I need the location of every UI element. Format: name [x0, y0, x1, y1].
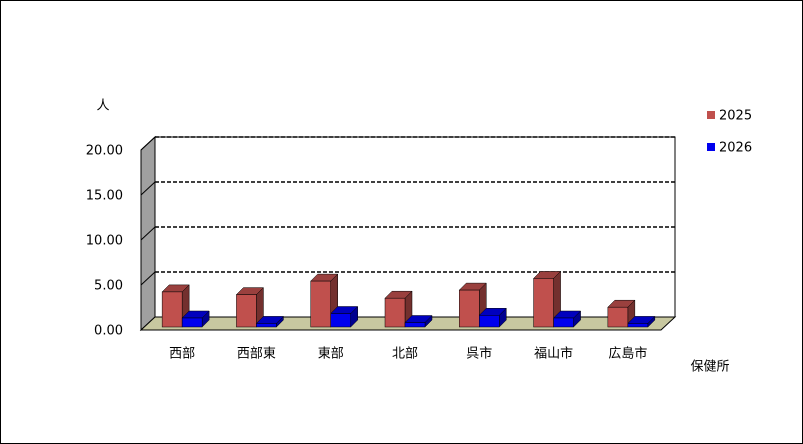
bar-front: [310, 280, 331, 328]
bar-front: [384, 297, 406, 328]
bar-front: [627, 323, 649, 328]
bar: [330, 305, 359, 328]
y-tick-label: 15.00: [86, 189, 123, 204]
bar-front: [256, 323, 277, 328]
bar-front: [459, 289, 480, 328]
bar-front: [404, 322, 426, 328]
x-tick-label: 福山市: [534, 346, 573, 362]
bar-front: [479, 315, 500, 328]
bar-front: [553, 317, 574, 328]
bar-front: [330, 313, 351, 328]
x-tick-label: 東部: [318, 346, 344, 362]
bar: [478, 307, 507, 328]
x-tick-label: 広島市: [608, 346, 647, 362]
bar-front: [181, 317, 203, 328]
bar: [404, 314, 433, 328]
grid-line-wall: [140, 181, 156, 196]
x-tick-label: 呉市: [466, 346, 492, 362]
bar: [181, 310, 210, 328]
legend-swatch: [707, 143, 715, 151]
grid-line-wall: [140, 226, 156, 241]
x-tick-label: 北部: [392, 347, 418, 362]
bar-front: [161, 291, 183, 328]
bar-front: [533, 278, 554, 328]
x-tick-label: 西部: [169, 347, 195, 362]
legend-label: 2026: [719, 141, 752, 156]
bar: [552, 310, 582, 328]
y-tick-label: 5.00: [94, 279, 123, 294]
grid-line-wall: [140, 271, 156, 286]
legend-label: 2025: [719, 109, 752, 124]
y-axis-label: 人: [96, 99, 109, 114]
bar-front: [607, 306, 629, 328]
legend-swatch: [707, 111, 715, 119]
bar: [627, 315, 656, 328]
y-tick-label: 20.00: [86, 144, 123, 159]
y-tick-label: 10.00: [86, 234, 123, 249]
x-axis-label: 保健所: [690, 360, 729, 375]
x-tick-label: 西部東: [237, 346, 276, 362]
grid-line-wall: [140, 136, 156, 151]
bar: [255, 315, 285, 328]
y-tick-label: 0.00: [94, 324, 123, 339]
bar-front: [236, 294, 257, 328]
bar: [235, 286, 265, 328]
